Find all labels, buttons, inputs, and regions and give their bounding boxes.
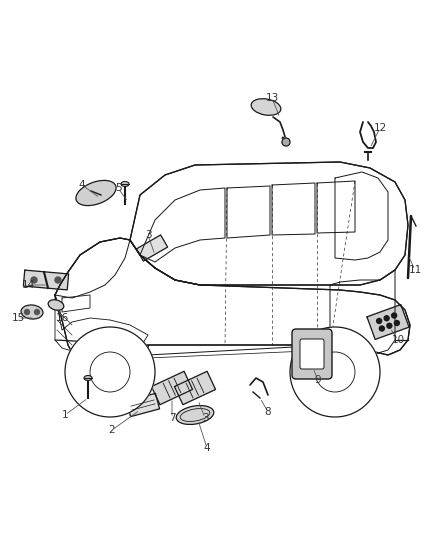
Polygon shape (55, 238, 410, 372)
Circle shape (35, 310, 39, 314)
Text: 11: 11 (408, 265, 422, 275)
Circle shape (387, 323, 392, 328)
Polygon shape (152, 372, 193, 405)
Ellipse shape (21, 305, 43, 319)
Circle shape (290, 327, 380, 417)
Ellipse shape (176, 406, 214, 424)
Text: 9: 9 (314, 375, 321, 385)
Text: 3: 3 (201, 413, 208, 423)
Circle shape (65, 327, 155, 417)
Text: 14: 14 (21, 280, 35, 290)
Text: 4: 4 (79, 180, 85, 190)
Text: 5: 5 (115, 183, 121, 193)
Text: 8: 8 (265, 407, 271, 417)
Circle shape (392, 313, 397, 318)
Text: 10: 10 (392, 335, 405, 345)
Text: 15: 15 (11, 313, 25, 323)
Text: 16: 16 (55, 313, 69, 323)
Circle shape (394, 320, 399, 326)
Text: 12: 12 (373, 123, 387, 133)
FancyBboxPatch shape (300, 339, 324, 369)
Text: 13: 13 (265, 93, 279, 103)
Polygon shape (23, 270, 69, 290)
Text: 7: 7 (169, 413, 175, 423)
Circle shape (282, 138, 290, 146)
Text: 2: 2 (109, 425, 115, 435)
Ellipse shape (48, 300, 64, 310)
Circle shape (31, 277, 37, 283)
Ellipse shape (84, 376, 92, 381)
Circle shape (377, 319, 381, 324)
Polygon shape (136, 235, 168, 261)
Circle shape (384, 316, 389, 321)
Text: 1: 1 (62, 410, 68, 420)
Circle shape (379, 326, 385, 331)
Ellipse shape (76, 180, 116, 206)
Circle shape (55, 277, 61, 283)
Polygon shape (174, 372, 215, 405)
Circle shape (25, 310, 29, 314)
Polygon shape (367, 304, 409, 340)
Ellipse shape (251, 99, 281, 115)
FancyBboxPatch shape (292, 329, 332, 379)
Ellipse shape (121, 182, 129, 187)
Polygon shape (130, 162, 408, 285)
Text: 4: 4 (204, 443, 210, 453)
Text: 3: 3 (145, 230, 151, 240)
Polygon shape (127, 393, 159, 417)
